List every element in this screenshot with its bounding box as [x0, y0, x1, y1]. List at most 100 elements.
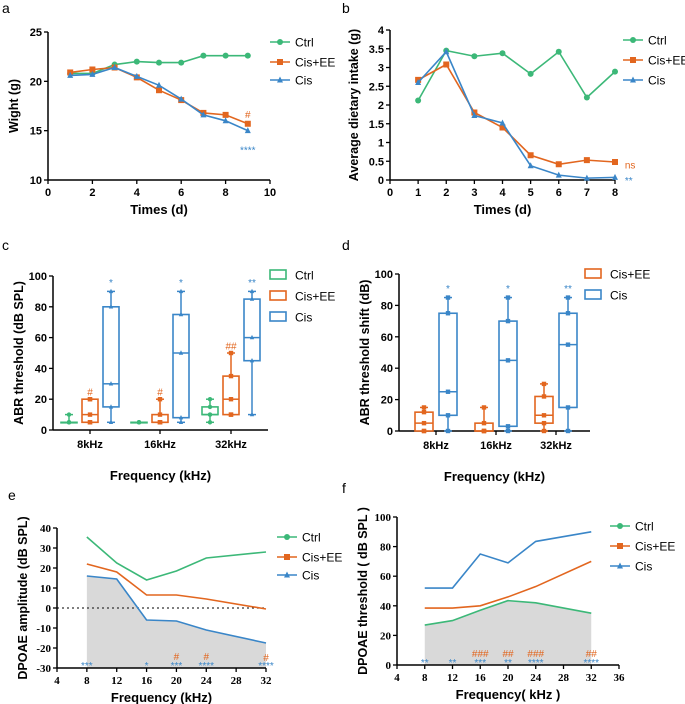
x-tick-label: 28 — [231, 675, 243, 687]
marker-square — [228, 373, 234, 379]
significance-annotation: ** — [421, 658, 429, 669]
marker-circle — [66, 420, 72, 425]
marker-square — [87, 397, 93, 402]
marker-circle — [277, 39, 283, 45]
series-cis — [67, 64, 251, 134]
legend-label: Ctrl — [302, 531, 321, 545]
x-tick-label: 28 — [558, 672, 570, 684]
x-tick-label: 8 — [612, 187, 618, 199]
marker-square — [565, 295, 571, 300]
marker-circle — [156, 59, 162, 66]
y-tick-label: 2.5 — [369, 81, 384, 93]
marker-triangle — [277, 76, 283, 83]
x-tick-label: 20 — [171, 675, 183, 687]
marker-circle — [66, 412, 72, 417]
significance-annotation: # — [157, 388, 163, 399]
legend-label: Cis — [648, 74, 665, 88]
significance-annotation: *** — [171, 661, 183, 672]
legend-item: Ctrl — [610, 520, 654, 534]
legend-label: Cis — [302, 569, 319, 583]
significance-annotation: ## — [502, 649, 514, 660]
x-tick-label: 2 — [443, 187, 449, 199]
marker-square — [445, 311, 451, 316]
series-cis — [438, 295, 578, 434]
marker-circle — [200, 52, 207, 59]
legend: Ctrl Cis+EE Cis — [623, 34, 685, 88]
significance-annotation: # — [204, 652, 210, 663]
marker-circle — [207, 397, 213, 402]
marker-triangle — [630, 76, 636, 83]
panel-c: c 0 20 40 60 80 100 8kHz 16kHz 32kHz Frequency (kH… — [2, 237, 335, 483]
legend-swatch — [269, 269, 287, 280]
marker-triangle — [222, 117, 229, 124]
y-axis-label: Wight (g) — [7, 79, 21, 133]
y-tick-label: 100 — [29, 271, 47, 283]
panel-f: f 0 20 40 60 80 100 4 8 12 16 20 24 28 32 36 Frequency( … — [342, 480, 675, 702]
legend-label: Cis — [295, 311, 312, 325]
x-tick-label: 1 — [415, 187, 421, 199]
legend-label: Ctrl — [295, 36, 314, 50]
legend-label: Ctrl — [295, 269, 314, 283]
marker-square — [481, 420, 487, 426]
marker-square — [541, 413, 547, 418]
marker-square — [157, 420, 163, 425]
x-tick-label: 8 — [223, 187, 229, 199]
legend-label: Cis+EE — [295, 290, 335, 304]
series-ctrl — [86, 536, 267, 581]
significance-annotation: ns — [625, 160, 636, 171]
marker-triangle — [583, 174, 590, 181]
box-rect — [102, 305, 120, 408]
marker-square — [445, 295, 451, 300]
legend-swatch — [584, 268, 602, 279]
marker-triangle — [111, 64, 118, 71]
series-line — [86, 575, 267, 644]
panel-label: f — [342, 480, 346, 496]
marker-square — [505, 424, 511, 429]
y-tick-label: 20 — [380, 630, 392, 642]
y-tick-label: 1.5 — [369, 119, 384, 131]
series-ctrl — [415, 47, 618, 104]
significance-annotation: # — [245, 110, 251, 121]
series-line — [70, 66, 249, 125]
x-tick-label: 4 — [134, 187, 141, 199]
box — [498, 295, 518, 434]
series-cis-ee — [86, 563, 267, 610]
marker-circle — [136, 420, 142, 425]
marker-circle — [499, 50, 506, 57]
x-tick-label: 4 — [499, 187, 506, 199]
series-ctrl — [60, 397, 219, 425]
box — [243, 288, 261, 417]
x-tick-label: 8 — [84, 675, 90, 687]
significance-annotation: # — [263, 653, 269, 664]
y-tick-label: 20 — [40, 563, 52, 575]
box — [151, 397, 169, 425]
x-tick-label: 10 — [264, 187, 276, 199]
marker-square — [481, 428, 487, 434]
marker-square — [87, 412, 93, 417]
x-tick-label: 2 — [89, 187, 95, 199]
x-tick-label: 8 — [422, 672, 428, 684]
marker-triangle — [249, 288, 255, 294]
panel-label: b — [342, 0, 350, 16]
significance-annotation: ## — [225, 341, 237, 352]
marker-triangle — [67, 71, 74, 78]
marker-triangle — [108, 381, 114, 386]
x-tick-label: 4 — [394, 672, 400, 684]
box — [172, 288, 190, 424]
marker-square — [630, 57, 636, 63]
legend-item: Cis — [584, 289, 627, 303]
marker-square — [228, 412, 234, 417]
y-tick-label: 0.5 — [369, 156, 384, 168]
legend: Cis+EE Cis — [584, 268, 650, 303]
box — [414, 405, 434, 434]
legend-swatch — [269, 290, 287, 301]
significance-annotation: * — [145, 661, 149, 672]
marker-triangle — [499, 119, 506, 126]
x-tick-label: 3 — [471, 187, 477, 199]
x-axis-label: Times (d) — [130, 202, 188, 217]
marker-triangle — [178, 414, 184, 420]
legend-label: Cis+EE — [648, 54, 685, 68]
marker-circle — [284, 534, 290, 540]
marker-square — [277, 59, 283, 65]
y-tick-label: 40 — [40, 523, 52, 535]
